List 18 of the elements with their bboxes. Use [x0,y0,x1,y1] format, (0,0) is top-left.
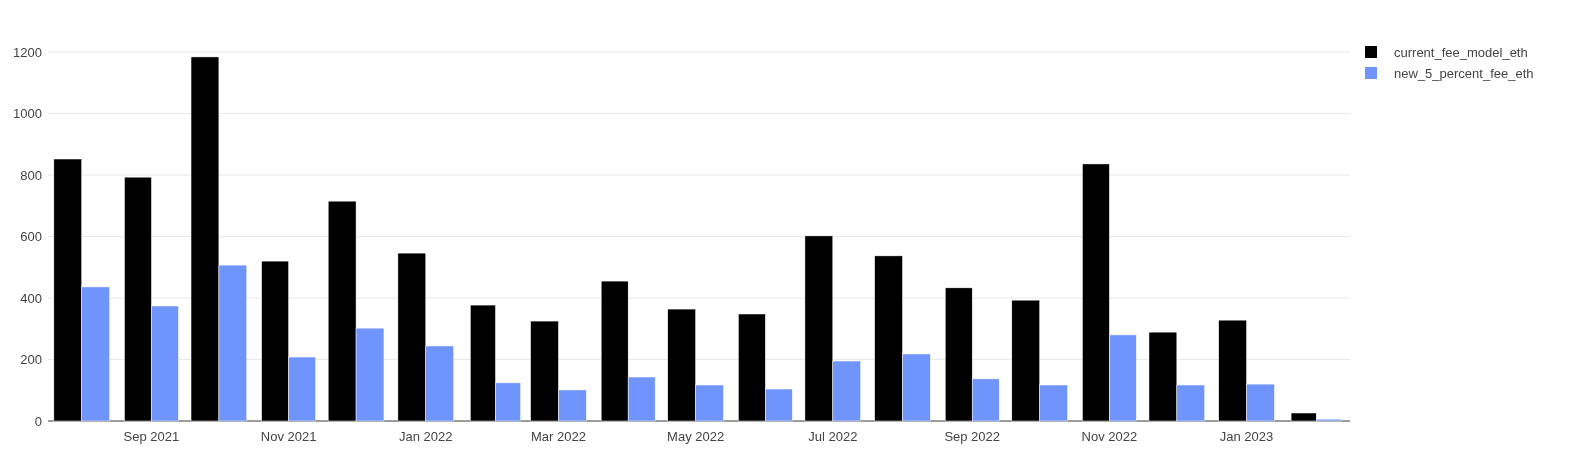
x-tick-label: Sep 2021 [123,429,180,444]
x-tick-label: Jan 2023 [1219,429,1274,444]
legend-label: current_fee_model_eth [1394,44,1528,60]
x-tick-label: Sep 2022 [944,429,1001,444]
y-tick-label: 600 [20,229,42,245]
y-tick-label: 800 [20,167,42,183]
y-tick-label: 200 [20,352,42,368]
x-tick-label: Nov 2022 [1081,429,1138,444]
y-tick-label: 1000 [13,106,42,122]
x-tick-label: May 2022 [667,429,725,444]
y-tick-label: 400 [20,290,42,306]
x-tick-label: Nov 2021 [260,429,317,444]
x-tick-label: Jan 2022 [399,429,453,444]
x-tick-label: Jul 2022 [808,429,858,444]
x-tick-label: Mar 2022 [530,429,586,444]
legend-label: new_5_percent_fee_eth [1394,65,1534,81]
y-tick-label: 1200 [13,44,42,60]
y-tick-label: 0 [34,413,42,429]
